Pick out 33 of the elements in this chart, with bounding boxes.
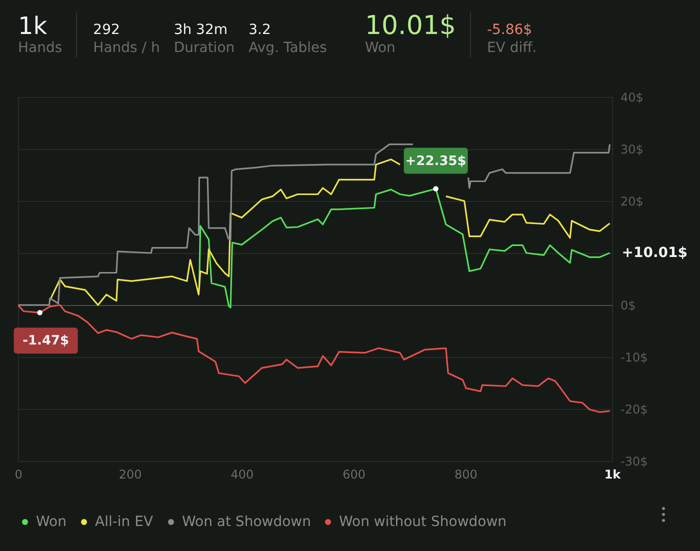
text: Avg. Tables [248, 39, 327, 58]
x-tick-label: 1k [604, 468, 622, 482]
y-tick-label: 20$ [620, 194, 644, 208]
legend-label: All-in EV [95, 514, 154, 530]
text: Hands [18, 39, 62, 58]
x-tick-label: 800 [454, 468, 478, 482]
y-tick-label: 30$ [620, 142, 644, 156]
text: 292 [93, 21, 121, 38]
y-tick-label: -20$ [620, 402, 648, 416]
text: EV diff. [486, 39, 537, 58]
text: Won [364, 39, 396, 58]
text: 10.01$ [364, 11, 456, 41]
text: -5.86$ [486, 21, 534, 38]
annotation: +10.01$ [622, 244, 688, 261]
y-tick-label: 40$ [620, 90, 644, 104]
legend-label: Won [36, 514, 66, 530]
annotation: +22.35$ [405, 154, 466, 169]
line-series [18, 304, 611, 413]
y-tick-label: -30$ [620, 454, 648, 468]
legend-label: Won at Showdown [182, 514, 311, 530]
text: Hands / h [93, 39, 160, 58]
x-tick-label: 600 [342, 468, 366, 482]
legend-label: Won without Showdown [339, 514, 507, 530]
y-tick-label: 0$ [620, 298, 636, 312]
x-tick-label: 0 [14, 468, 22, 482]
text: Duration [174, 39, 235, 58]
x-tick-label: 200 [118, 468, 142, 482]
y-tick-label: -10$ [620, 350, 648, 364]
annotation: -1.47$ [22, 334, 70, 349]
text: 1k [18, 12, 48, 40]
text: 3.2 [248, 21, 272, 38]
x-tick-label: 400 [230, 468, 254, 482]
text: 3h 32m [174, 21, 229, 38]
